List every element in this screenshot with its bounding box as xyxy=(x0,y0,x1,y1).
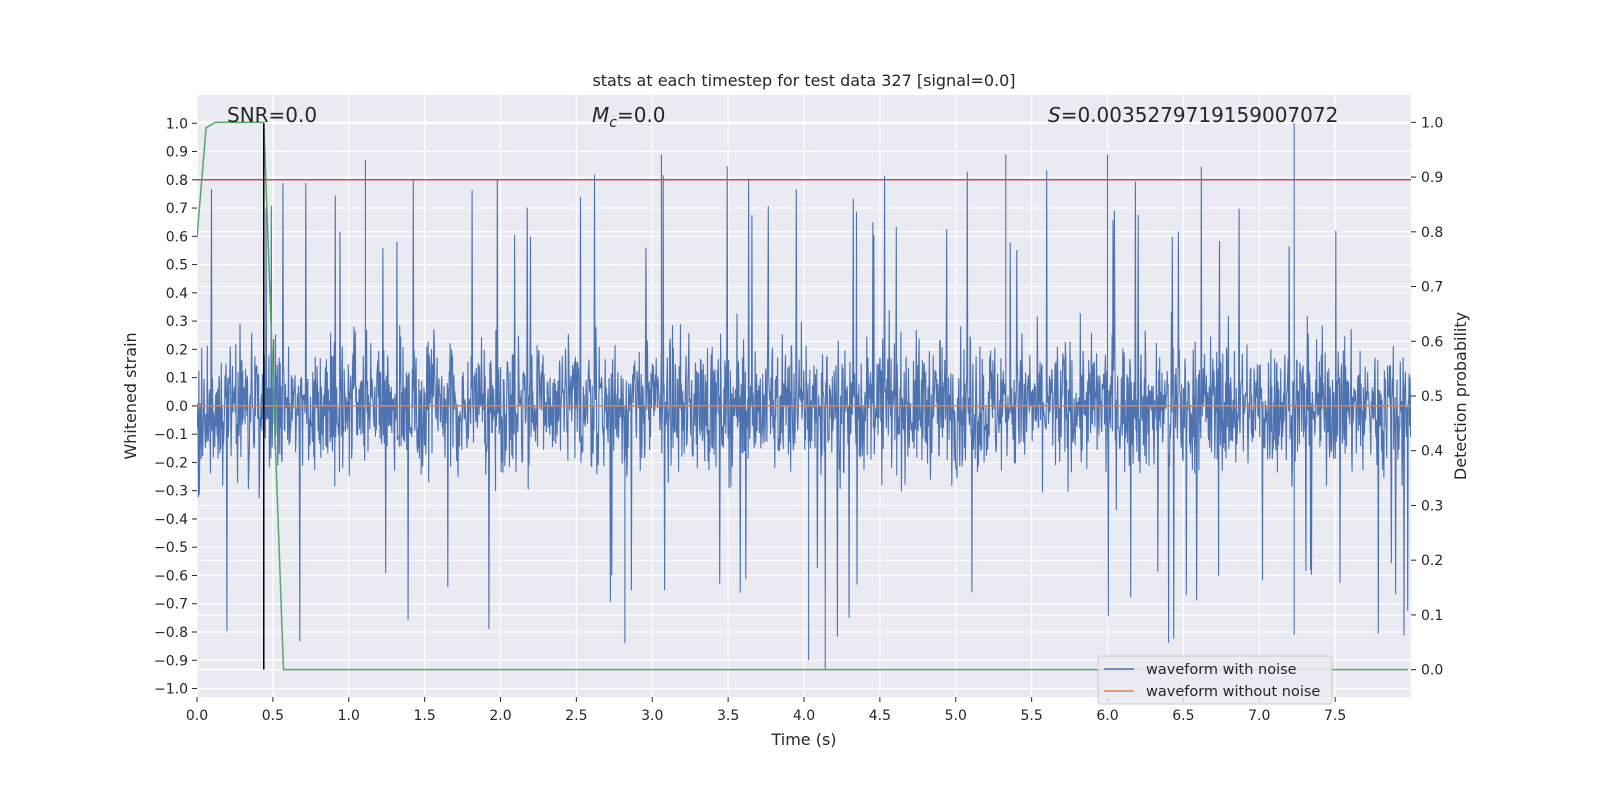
y-tick-label: 0.5 xyxy=(166,258,188,274)
x-tick-label: 5.0 xyxy=(945,708,967,724)
y-tick-label: −0.8 xyxy=(154,625,188,641)
right-y-tick-label: 0.2 xyxy=(1421,553,1443,569)
right-y-tick-label: 0.1 xyxy=(1421,608,1443,624)
y-tick-label: 0.1 xyxy=(166,371,188,387)
y-axis-label: Whitened strain xyxy=(121,332,140,459)
x-tick-label: 6.0 xyxy=(1096,708,1118,724)
x-tick-label: 4.0 xyxy=(793,708,815,724)
s-value: =0.0035279719159007072 xyxy=(1061,103,1339,127)
right-y-axis-label: Detection probability xyxy=(1451,312,1470,480)
chart-title: stats at each timestep for test data 327… xyxy=(592,71,1015,90)
y-tick-label: 0.6 xyxy=(166,229,188,245)
x-tick-label: 7.5 xyxy=(1324,708,1346,724)
x-tick-label: 2.0 xyxy=(489,708,511,724)
x-tick-label: 0.0 xyxy=(186,708,208,724)
y-tick-label: 0.9 xyxy=(166,145,188,161)
y-tick-label: 0.2 xyxy=(166,342,188,358)
x-tick-label: 7.0 xyxy=(1248,708,1270,724)
chirp-mass-annotation: Mc=0.0 xyxy=(592,103,666,131)
right-y-tick-label: 0.0 xyxy=(1421,663,1443,679)
y-tick-label: 0.0 xyxy=(166,399,188,415)
x-axis-ticks: 0.0 0.5 1.0 1.5 2.0 2.5 3.0 3.5 4.0 4.5 5.0 5.5 6.0 6… xyxy=(186,697,1346,724)
mc-symbol: M xyxy=(592,103,609,127)
y-tick-label: −1.0 xyxy=(154,682,188,698)
y-axis-ticks: 1.0 0.9 0.8 0.7 0.6 0.5 0.4 0.3 0.2 0.1 0.0 −0.1 −0.… xyxy=(154,116,197,698)
x-tick-label: 1.0 xyxy=(338,708,360,724)
y-tick-label: −0.9 xyxy=(154,653,188,669)
y-tick-label: 1.0 xyxy=(166,116,188,132)
x-tick-label: 5.5 xyxy=(1020,708,1042,724)
right-y-tick-label: 0.3 xyxy=(1421,498,1443,514)
x-tick-label: 3.5 xyxy=(717,708,739,724)
y-tick-label: −0.4 xyxy=(154,512,188,528)
y-tick-label: 0.8 xyxy=(166,173,188,189)
y-tick-label: −0.1 xyxy=(154,427,188,443)
y-tick-label: 0.4 xyxy=(166,286,188,302)
y-tick-label: −0.7 xyxy=(154,597,188,613)
right-y-tick-label: 0.6 xyxy=(1421,334,1443,350)
s-annotation: S=0.0035279719159007072 xyxy=(1048,103,1338,127)
y-tick-label: −0.6 xyxy=(154,568,188,584)
legend-box xyxy=(1097,655,1333,705)
right-y-tick-label: 0.7 xyxy=(1421,280,1443,296)
legend: waveform with noise waveform without noi… xyxy=(1097,655,1333,705)
legend-label-noise: waveform with noise xyxy=(1146,662,1297,678)
legend-label-clean: waveform without noise xyxy=(1146,684,1320,700)
detection-probability-line xyxy=(197,121,1408,671)
right-y-tick-label: 1.0 xyxy=(1421,115,1443,131)
mc-subscript: c xyxy=(609,115,617,131)
snr-annotation: SNR=0.0 xyxy=(227,103,317,127)
y-tick-label: −0.3 xyxy=(154,484,188,500)
x-tick-label: 1.5 xyxy=(413,708,435,724)
right-y-tick-label: 0.5 xyxy=(1421,389,1443,405)
y-tick-label: 0.7 xyxy=(166,201,188,217)
mc-value: =0.0 xyxy=(617,103,666,127)
right-y-tick-label: 0.9 xyxy=(1421,170,1443,186)
x-tick-label: 4.5 xyxy=(869,708,891,724)
x-tick-label: 6.5 xyxy=(1172,708,1194,724)
right-y-tick-label: 0.4 xyxy=(1421,444,1443,460)
x-tick-label: 2.5 xyxy=(565,708,587,724)
right-y-axis-ticks: 1.0 0.9 0.8 0.7 0.6 0.5 0.4 0.3 0.2 0.1 0.0 xyxy=(1411,115,1443,679)
y-tick-label: −0.5 xyxy=(154,540,188,556)
y-tick-label: −0.2 xyxy=(154,455,188,471)
x-axis-label: Time (s) xyxy=(770,730,836,749)
right-y-tick-label: 0.8 xyxy=(1421,225,1443,241)
x-tick-label: 0.5 xyxy=(262,708,284,724)
y-tick-label: 0.3 xyxy=(166,314,188,330)
s-symbol: S xyxy=(1048,103,1061,127)
x-tick-label: 3.0 xyxy=(641,708,663,724)
